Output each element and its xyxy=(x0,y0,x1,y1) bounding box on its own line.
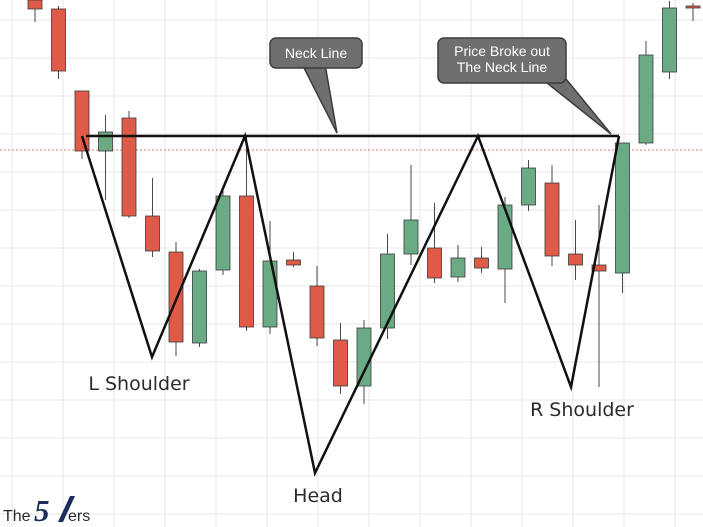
candle xyxy=(403,165,419,265)
candle-body-bullish xyxy=(521,167,536,206)
breakout-callout-line2: The Neck Line xyxy=(457,59,547,75)
pattern-overlay: Neck Line Price Broke out The Neck Line … xyxy=(80,37,634,507)
candle xyxy=(51,6,66,79)
candle-body-bearish xyxy=(121,117,137,217)
head-label: Head xyxy=(293,485,343,507)
candle xyxy=(685,3,701,21)
candle-body-bearish xyxy=(474,257,489,269)
logo-number: 5 xyxy=(34,493,50,527)
candle xyxy=(333,323,348,394)
breakout-callout: Price Broke out The Neck Line xyxy=(437,37,612,135)
candle-body-bearish xyxy=(591,264,607,272)
candle-body-bullish xyxy=(615,142,630,274)
candle xyxy=(309,266,325,346)
logo-suffix: ers xyxy=(68,508,90,525)
candle xyxy=(98,115,113,200)
candle xyxy=(544,165,560,266)
breakout-callout-pointer xyxy=(539,78,612,135)
pattern-zigzag-line xyxy=(80,131,621,477)
candle-body-bearish xyxy=(568,253,583,266)
neck-line-callout: Neck Line xyxy=(269,37,363,134)
candle xyxy=(615,142,630,293)
neck-line-callout-pointer xyxy=(300,63,338,134)
candle xyxy=(568,220,583,280)
logo: The 5 ers xyxy=(3,493,90,527)
right-shoulder-label: R Shoulder xyxy=(530,399,634,421)
breakout-callout-box xyxy=(437,37,567,84)
candle-body-bullish xyxy=(403,219,419,255)
candle-body-bearish xyxy=(51,8,66,72)
candle xyxy=(192,269,207,347)
candle-body-bearish xyxy=(74,90,90,152)
candle-body-bullish xyxy=(662,7,677,73)
candle-body-bearish xyxy=(239,195,254,328)
candle xyxy=(638,41,654,145)
candle xyxy=(497,197,513,303)
neck-line-callout-box xyxy=(269,37,363,69)
candle xyxy=(74,90,90,159)
candle xyxy=(474,247,489,273)
left-shoulder-label: L Shoulder xyxy=(88,373,189,395)
candle xyxy=(27,0,43,22)
candle-body-bullish xyxy=(192,270,207,344)
candle-body-bullish xyxy=(380,253,395,329)
candle-body-bearish xyxy=(286,259,301,266)
candle xyxy=(239,136,254,331)
candle xyxy=(121,111,137,218)
breakout-callout-line1: Price Broke out xyxy=(454,43,550,59)
candle xyxy=(215,188,231,275)
candle xyxy=(450,245,466,282)
candle xyxy=(521,160,536,211)
candle xyxy=(286,252,301,267)
candle-body-bullish xyxy=(215,195,231,271)
neck-line-callout-text: Neck Line xyxy=(285,45,347,61)
logo-slash-mark xyxy=(58,496,75,522)
candle xyxy=(427,203,442,283)
candle xyxy=(591,205,607,387)
candle-body-bullish xyxy=(262,260,278,328)
candle-body-bearish xyxy=(685,5,701,9)
candle-body-bearish xyxy=(27,0,43,10)
candlesticks xyxy=(27,0,701,404)
candle-body-bullish xyxy=(356,327,372,387)
candle-body-bearish xyxy=(427,247,442,279)
candle xyxy=(662,1,677,79)
candle-body-bearish xyxy=(145,215,160,252)
candle xyxy=(145,178,160,257)
candle-body-bearish xyxy=(309,285,325,339)
candle-body-bullish xyxy=(497,204,513,270)
candle-body-bearish xyxy=(333,339,348,387)
candle-body-bullish xyxy=(450,257,466,278)
logo-prefix: The xyxy=(3,508,31,525)
candle-body-bullish xyxy=(638,54,654,144)
candle-body-bearish xyxy=(544,182,560,257)
